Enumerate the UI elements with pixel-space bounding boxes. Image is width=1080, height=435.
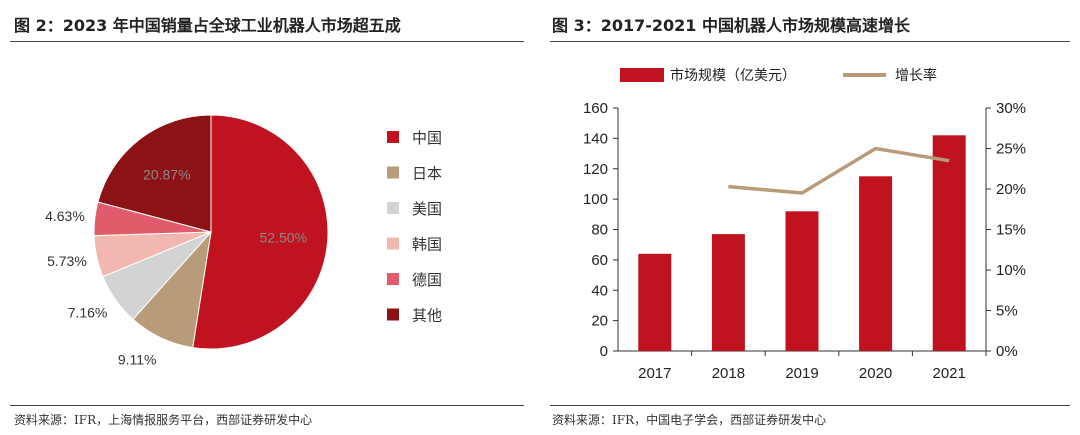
y-tick-label-5: 100 [583, 191, 608, 208]
pie-legend-swatch-5 [387, 308, 399, 321]
growth-rate-line [728, 146, 950, 195]
pie-legend-label-3: 韩国 [412, 236, 442, 254]
y-tick-label-0: 0 [600, 343, 608, 360]
y-tick-label-4: 80 [591, 222, 608, 239]
pie-slice-5 [97, 114, 212, 233]
x-tick-label-2017: 2017 [638, 365, 671, 382]
pie-legend-label-2: 美国 [412, 200, 442, 218]
left-source-note: 资料来源：IFR，上海情报服务平台，西部证券研发中心 [14, 413, 313, 427]
pie-legend-label-1: 日本 [412, 165, 442, 183]
legend-swatch-market-size [620, 68, 664, 82]
y2-tick-label-4: 20% [996, 181, 1026, 198]
bar-2019 [785, 211, 819, 351]
left-title-rule [10, 41, 524, 42]
pie-value-label-1: 9.11% [118, 351, 157, 367]
x-tick-label-2019: 2019 [785, 365, 818, 382]
left-source-rule [10, 405, 524, 406]
right-title-rule [550, 41, 1070, 42]
pie-chart: 52.50% 9.11% 7.16% 5.73% 4.63% 20.87% 中国日本美国韩国… [45, 114, 442, 367]
right-source-rule [550, 405, 1070, 406]
bar-2017 [638, 253, 672, 351]
pie-value-label-5: 20.87% [143, 167, 190, 183]
pie-legend-label-0: 中国 [412, 129, 442, 147]
y-tick-label-3: 60 [591, 252, 608, 269]
y-tick-label-1: 20 [591, 313, 608, 330]
x-tick-label-2020: 2020 [859, 365, 892, 382]
left-figure-title: 图 2：2023 年中国销量占全球工业机器人市场超五成 [14, 16, 401, 35]
y-tick-label-7: 140 [583, 130, 608, 147]
y2-tick-label-0: 0% [996, 343, 1018, 360]
bar-line-chart: 0 20 40 60 80 100 120 140 160 0% 5% 10% 15% 20% 25% 30%… [583, 67, 1026, 382]
pie-legend-swatch-3 [387, 237, 399, 250]
x-tick-label-2018: 2018 [712, 365, 745, 382]
y2-tick-label-1: 5% [996, 303, 1018, 320]
y-tick-label-2: 40 [591, 282, 608, 299]
pie-legend-swatch-2 [387, 202, 399, 214]
x-tick-label-2021: 2021 [933, 365, 966, 382]
y2-tick-label-3: 15% [996, 222, 1026, 239]
bar-2018 [711, 234, 745, 351]
y2-tick-label-6: 30% [996, 100, 1026, 117]
pie-legend-label-4: 德国 [412, 271, 442, 289]
pie-legend-swatch-4 [387, 273, 399, 285]
pie-value-label-4: 4.63% [45, 208, 85, 224]
y2-tick-label-2: 10% [996, 262, 1026, 279]
legend-label-growth-rate: 增长率 [895, 67, 937, 84]
pie-value-label-2: 7.16% [68, 304, 108, 320]
bar-2020 [859, 176, 893, 351]
pie-value-label-0: 52.50% [260, 230, 307, 246]
pie-value-label-3: 5.73% [47, 253, 87, 269]
right-source-note: 资料来源：IFR，中国电子学会，西部证券研发中心 [552, 413, 827, 427]
legend-label-market-size: 市场规模（亿美元） [670, 67, 796, 84]
y-tick-label-6: 120 [583, 161, 608, 178]
pie-slice-0 [192, 114, 329, 350]
pie-legend-swatch-1 [387, 166, 399, 179]
y-tick-label-8: 160 [583, 100, 608, 117]
bar-2021 [932, 135, 966, 351]
y2-tick-label-5: 25% [996, 141, 1026, 158]
pie-legend-swatch-0 [387, 131, 399, 143]
left-figure-panel: 图 2：2023 年中国销量占全球工业机器人市场超五成 52.50% 9.11% 7… [0, 0, 528, 435]
right-figure-panel: 图 3：2017-2021 中国机器人市场规模高速增长 0 20 40 60 80 100… [546, 0, 1080, 435]
pie-legend-label-5: 其他 [412, 307, 442, 325]
right-figure-title: 图 3：2017-2021 中国机器人市场规模高速增长 [552, 16, 910, 35]
